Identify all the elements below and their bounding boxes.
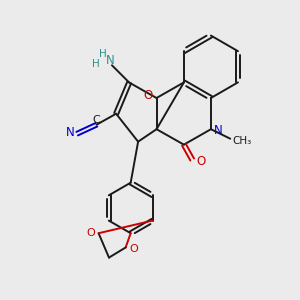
Text: O: O (196, 155, 205, 168)
Text: N: N (106, 54, 115, 67)
Text: C: C (93, 115, 101, 125)
Text: O: O (130, 244, 138, 254)
Text: CH₃: CH₃ (232, 136, 251, 146)
Text: N: N (66, 126, 75, 139)
Text: O: O (86, 228, 94, 238)
Text: H: H (92, 59, 100, 69)
Text: O: O (144, 89, 153, 102)
Text: N: N (214, 124, 223, 137)
Text: H: H (99, 49, 107, 59)
